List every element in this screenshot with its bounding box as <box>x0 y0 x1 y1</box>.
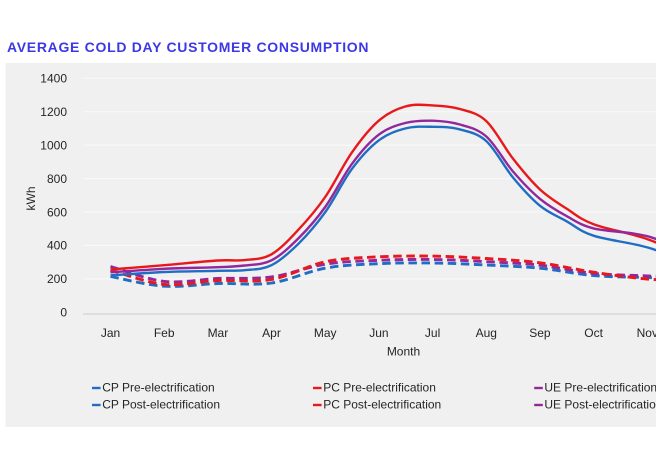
svg-text:Mar: Mar <box>208 326 229 340</box>
svg-text:Apr: Apr <box>262 326 281 340</box>
svg-text:0: 0 <box>60 306 67 320</box>
svg-text:Sep: Sep <box>529 326 551 340</box>
svg-text:AVERAGE COLD DAY CUSTOMER CONS: AVERAGE COLD DAY CUSTOMER CONSUMPTION <box>7 39 369 55</box>
svg-text:Aug: Aug <box>476 326 497 340</box>
svg-text:May: May <box>314 326 337 340</box>
svg-text:Oct: Oct <box>584 326 603 340</box>
svg-text:600: 600 <box>47 205 67 219</box>
svg-text:1000: 1000 <box>40 138 67 152</box>
svg-text:CP Pre-electrification: CP Pre-electrification <box>102 381 215 395</box>
svg-text:Month: Month <box>387 344 420 358</box>
svg-text:PC Post-electrification: PC Post-electrification <box>323 398 441 412</box>
svg-text:1200: 1200 <box>40 105 67 119</box>
svg-text:1400: 1400 <box>40 72 67 86</box>
svg-text:UE Pre-electrification: UE Pre-electrification <box>544 381 656 395</box>
svg-text:CP Post-electrification: CP Post-electrification <box>102 398 220 412</box>
svg-text:Jun: Jun <box>369 326 388 340</box>
svg-text:Jul: Jul <box>425 326 440 340</box>
svg-text:PC Pre-electrification: PC Pre-electrification <box>323 381 436 395</box>
svg-text:Jan: Jan <box>101 326 120 340</box>
svg-text:UE Post-electrification: UE Post-electrification <box>544 398 656 412</box>
svg-text:Feb: Feb <box>154 326 175 340</box>
svg-text:Nov: Nov <box>637 326 656 340</box>
svg-text:800: 800 <box>47 172 67 186</box>
svg-text:400: 400 <box>47 239 67 253</box>
svg-text:200: 200 <box>47 272 67 286</box>
svg-text:kWh: kWh <box>24 187 38 211</box>
